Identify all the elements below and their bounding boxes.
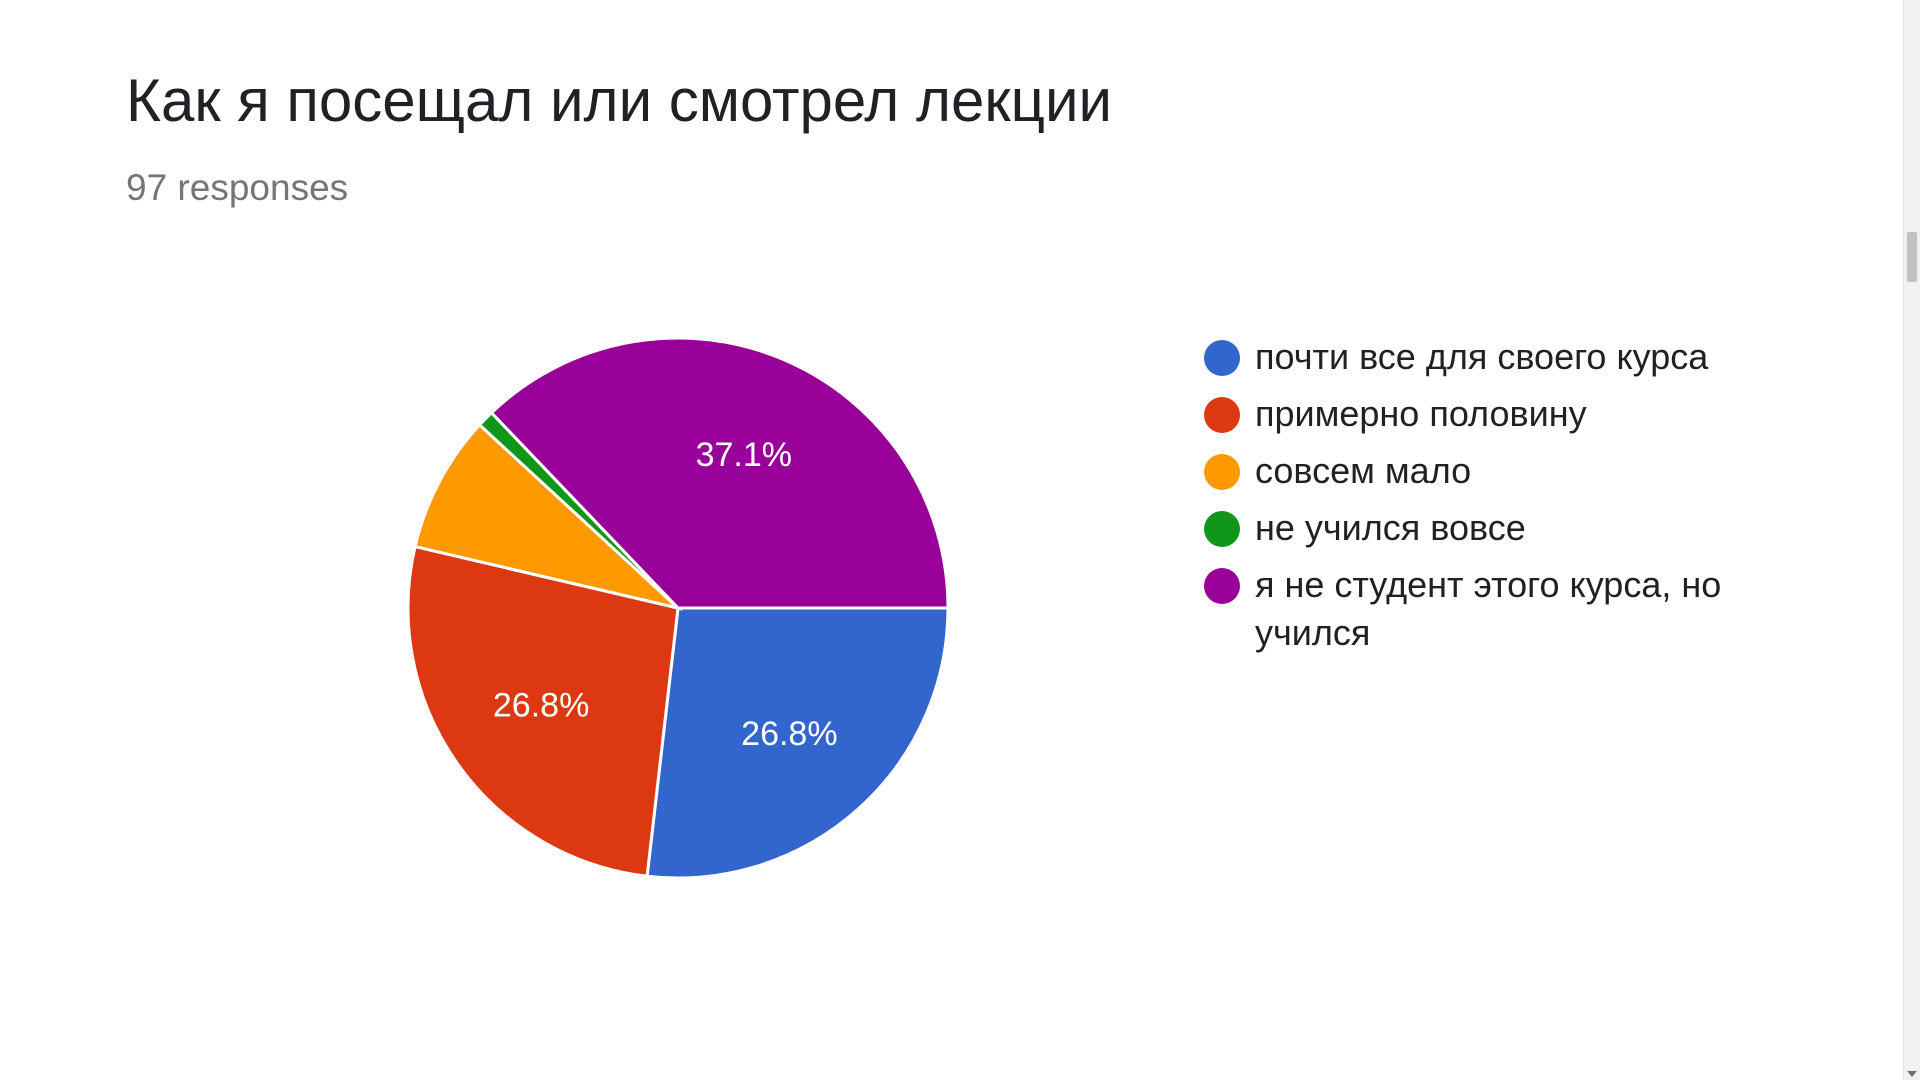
- legend-item-4[interactable]: не учился вовсе: [1201, 504, 1761, 552]
- legend-item-1[interactable]: почти все для своего курса: [1201, 333, 1761, 381]
- pie-slice-1[interactable]: [645, 606, 950, 880]
- slice-label-2: 26.8%: [493, 686, 589, 724]
- legend-label: примерно половину: [1255, 393, 1587, 434]
- legend-swatch-icon: [1204, 568, 1240, 604]
- slice-label-5: 37.1%: [696, 436, 792, 474]
- legend: почти все для своего курса примерно полов…: [1201, 333, 1761, 666]
- legend-item-5[interactable]: я не студент этого курса, но учился: [1201, 561, 1761, 657]
- legend-label: я не студент этого курса, но учился: [1255, 564, 1722, 653]
- legend-label: почти все для своего курса: [1255, 336, 1709, 377]
- pie-slice-5[interactable]: [489, 336, 950, 610]
- legend-item-3[interactable]: совсем мало: [1201, 447, 1761, 495]
- pie-slice-2[interactable]: [406, 544, 680, 878]
- legend-swatch-icon: [1204, 454, 1240, 490]
- pie-slice-3[interactable]: [413, 422, 684, 611]
- legend-label: не учился вовсе: [1255, 507, 1526, 548]
- legend-swatch-icon: [1204, 340, 1240, 376]
- legend-swatch-icon: [1204, 511, 1240, 547]
- legend-swatch-icon: [1204, 397, 1240, 433]
- slice-label-1: 26.8%: [741, 715, 837, 753]
- legend-item-2[interactable]: примерно половину: [1201, 390, 1761, 438]
- response-count: 97 responses: [126, 167, 349, 208]
- scrollbar-thumb[interactable]: [1907, 232, 1917, 282]
- vertical-scrollbar[interactable]: [1903, 0, 1920, 1080]
- legend-label: совсем мало: [1255, 450, 1472, 491]
- scroll-down-arrow-icon[interactable]: [1907, 1071, 1917, 1077]
- chart-title: Как я посещал или смотрел лекции: [126, 67, 1112, 134]
